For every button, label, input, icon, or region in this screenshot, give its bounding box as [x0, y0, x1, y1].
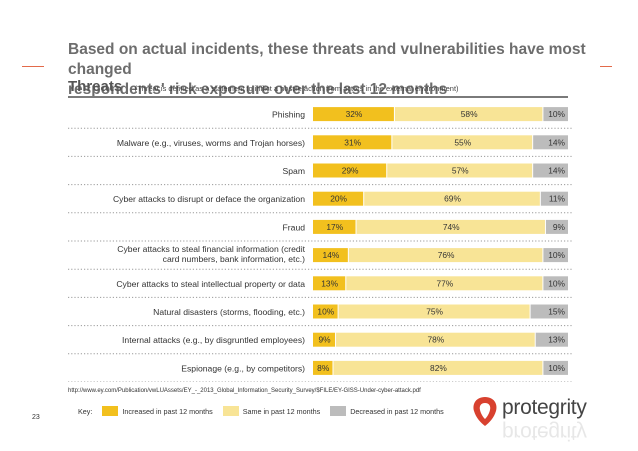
data-label-decreased: 10% — [548, 109, 565, 119]
category-label: Cyber attacks to steal intellectual prop… — [116, 279, 305, 289]
page-number: 23 — [32, 414, 40, 421]
chart-legend: Key: Increased in past 12 months Same in… — [78, 406, 444, 416]
bar-segment-increased — [313, 135, 392, 150]
category-label: Cyber attacks to disrupt or deface the o… — [113, 194, 305, 204]
data-label-same: 82% — [430, 363, 447, 373]
data-label-decreased: 10% — [548, 363, 565, 373]
data-label-increased: 9% — [318, 335, 331, 345]
bar-segment-same — [356, 219, 545, 234]
stacked-bar-chart: Phishing 32% 58% 10% Malware (e.g., viruses,… — [68, 107, 572, 382]
category-label: Malware (e.g., viruses, worms and Trojan… — [117, 138, 305, 148]
threats-definition-note: (Threat is defined as a statement to inf… — [134, 84, 459, 93]
data-label-same: 74% — [443, 222, 460, 232]
bar-segment-decreased — [540, 191, 568, 206]
bar-segment-increased — [313, 107, 394, 122]
data-label-same: 57% — [452, 166, 469, 176]
data-label-increased: 29% — [342, 166, 359, 176]
data-label-increased: 20% — [330, 194, 347, 204]
legend-label-decreased: Decreased in past 12 months — [350, 406, 444, 416]
data-label-decreased: 14% — [548, 166, 565, 176]
bar-segment-same — [364, 191, 540, 206]
left-accent-rule — [22, 66, 44, 67]
bar-segment-same — [333, 360, 543, 375]
data-label-decreased: 10% — [548, 278, 565, 288]
category-label: Cyber attacks to steal financial informa… — [117, 244, 305, 264]
category-label: Spam — [283, 166, 305, 176]
data-label-same: 69% — [444, 194, 461, 204]
bar-segment-same — [338, 304, 530, 319]
bar-segment-decreased — [545, 219, 568, 234]
category-label: Fraud — [283, 222, 306, 232]
bar-segment-decreased — [543, 360, 568, 375]
source-url[interactable]: http://www.ey.com/Publication/vwLUAssets… — [68, 388, 421, 394]
data-label-decreased: 10% — [548, 250, 565, 260]
data-label-increased: 13% — [321, 278, 338, 288]
data-label-same: 55% — [454, 137, 471, 147]
data-label-increased: 8% — [317, 363, 330, 373]
bar-segment-increased — [313, 219, 356, 234]
brand-reflection: protegrity — [502, 421, 587, 444]
legend-swatch-increased — [102, 406, 119, 416]
category-label: Natural disasters (storms, flooding, etc… — [153, 307, 305, 317]
legend-swatch-decreased — [330, 406, 347, 416]
data-label-decreased: 9% — [553, 222, 566, 232]
legend-label-increased: Increased in past 12 months — [122, 406, 213, 416]
protegrity-mark-icon — [473, 397, 497, 426]
category-label: Phishing — [272, 110, 305, 120]
bar-segment-increased — [313, 332, 336, 347]
bar-segment-decreased — [543, 276, 568, 291]
bar-segment-decreased — [530, 304, 568, 319]
data-label-increased: 14% — [323, 250, 340, 260]
data-label-decreased: 15% — [548, 307, 565, 317]
data-label-same: 77% — [436, 278, 453, 288]
title-line-2: respondents' risk exposure over the last… — [68, 81, 448, 98]
data-label-increased: 32% — [346, 109, 363, 119]
bar-segment-same — [348, 248, 543, 263]
bar-segment-increased — [313, 163, 387, 178]
data-label-increased: 17% — [326, 222, 343, 232]
legend-key-label: Key: — [78, 406, 93, 416]
bar-segment-decreased — [533, 163, 568, 178]
chart-subheading: Threats (Threat is defined as a statemen… — [68, 78, 598, 96]
data-label-increased: 10% — [317, 307, 334, 317]
protegrity-logo: protegrity protegrity — [468, 388, 618, 448]
data-label-decreased: 11% — [549, 194, 566, 204]
data-label-decreased: 13% — [548, 335, 565, 345]
data-label-decreased: 14% — [548, 137, 565, 147]
bar-segment-decreased — [543, 248, 568, 263]
bar-segment-same — [392, 135, 533, 150]
bar-segment-increased — [313, 276, 346, 291]
bar-segment-same — [387, 163, 533, 178]
bar-segment-decreased — [535, 332, 568, 347]
data-label-same: 76% — [438, 250, 455, 260]
brand-name: protegrity — [502, 396, 587, 419]
bar-segment-increased — [313, 248, 348, 263]
legend-label-same: Same in past 12 months — [242, 406, 321, 416]
bar-segment-same — [394, 107, 543, 122]
bar-segment-increased — [313, 304, 338, 319]
bar-segment-same — [346, 276, 543, 291]
legend-swatch-same — [222, 406, 239, 416]
category-label: Internal attacks (e.g., by disgruntled e… — [122, 335, 305, 345]
bar-segment-same — [336, 332, 535, 347]
data-label-same: 75% — [426, 307, 443, 317]
bar-segment-increased — [313, 360, 333, 375]
threats-heading: Threats — [68, 78, 123, 95]
subheading-rule — [68, 96, 568, 98]
bar-segment-decreased — [533, 135, 568, 150]
data-label-same: 58% — [461, 109, 478, 119]
chart-title: Based on actual incidents, these threats… — [68, 40, 588, 100]
data-label-increased: 31% — [344, 137, 361, 147]
category-label: Espionage (e.g., by competitors) — [181, 363, 305, 373]
right-accent-rule — [600, 66, 612, 67]
title-line-1: Based on actual incidents, these threats… — [68, 41, 586, 78]
bar-segment-decreased — [543, 107, 568, 122]
bar-segment-increased — [313, 191, 364, 206]
data-label-same: 78% — [427, 335, 444, 345]
